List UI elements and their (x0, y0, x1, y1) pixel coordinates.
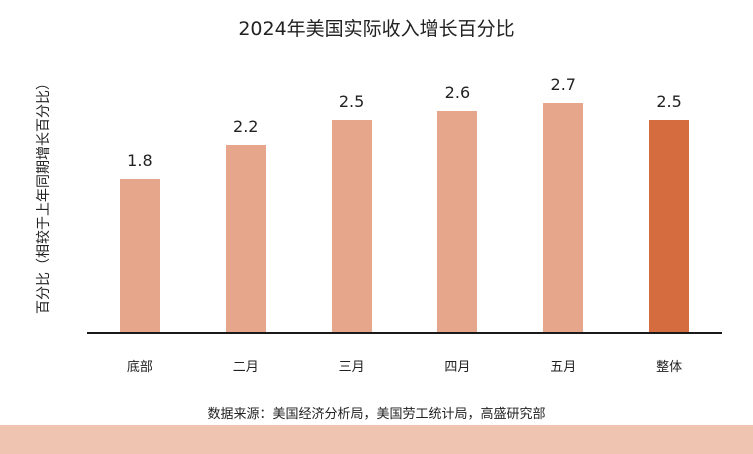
y-axis-label: 百分比（相较于上年同期增长百分比） (36, 76, 52, 314)
category-label: 四月 (444, 360, 471, 375)
category-label: 整体 (656, 360, 683, 375)
value-label: 2.6 (444, 83, 471, 102)
bar-4 (543, 102, 584, 332)
source-note: 数据来源：美国经济分析局，美国劳工统计局，高盛研究部 (207, 407, 546, 422)
value-label: 2.2 (233, 117, 259, 136)
value-label: 1.8 (127, 151, 153, 170)
category-label: 底部 (126, 360, 153, 375)
chart-title: 2024年美国实际收入增长百分比 (238, 18, 515, 40)
value-label: 2.5 (338, 91, 365, 111)
y-axis-label-container: 百分比（相较于上年同期增长百分比） (32, 60, 54, 330)
bar-2 (331, 119, 372, 332)
category-label: 二月 (232, 360, 259, 375)
value-label: 2.5 (656, 91, 682, 111)
value-label: 2.7 (550, 74, 576, 94)
category-label: 五月 (550, 360, 577, 375)
category-label: 三月 (338, 360, 365, 375)
bar-3 (437, 111, 478, 332)
bar-0 (119, 179, 160, 332)
x-axis-line (87, 332, 722, 334)
bar-1 (225, 145, 266, 332)
bar-5 (649, 119, 690, 332)
plot-area: 1.8 2.2 2.5 2.6 2.7 2.5 (87, 60, 722, 332)
footer-band (0, 425, 753, 454)
